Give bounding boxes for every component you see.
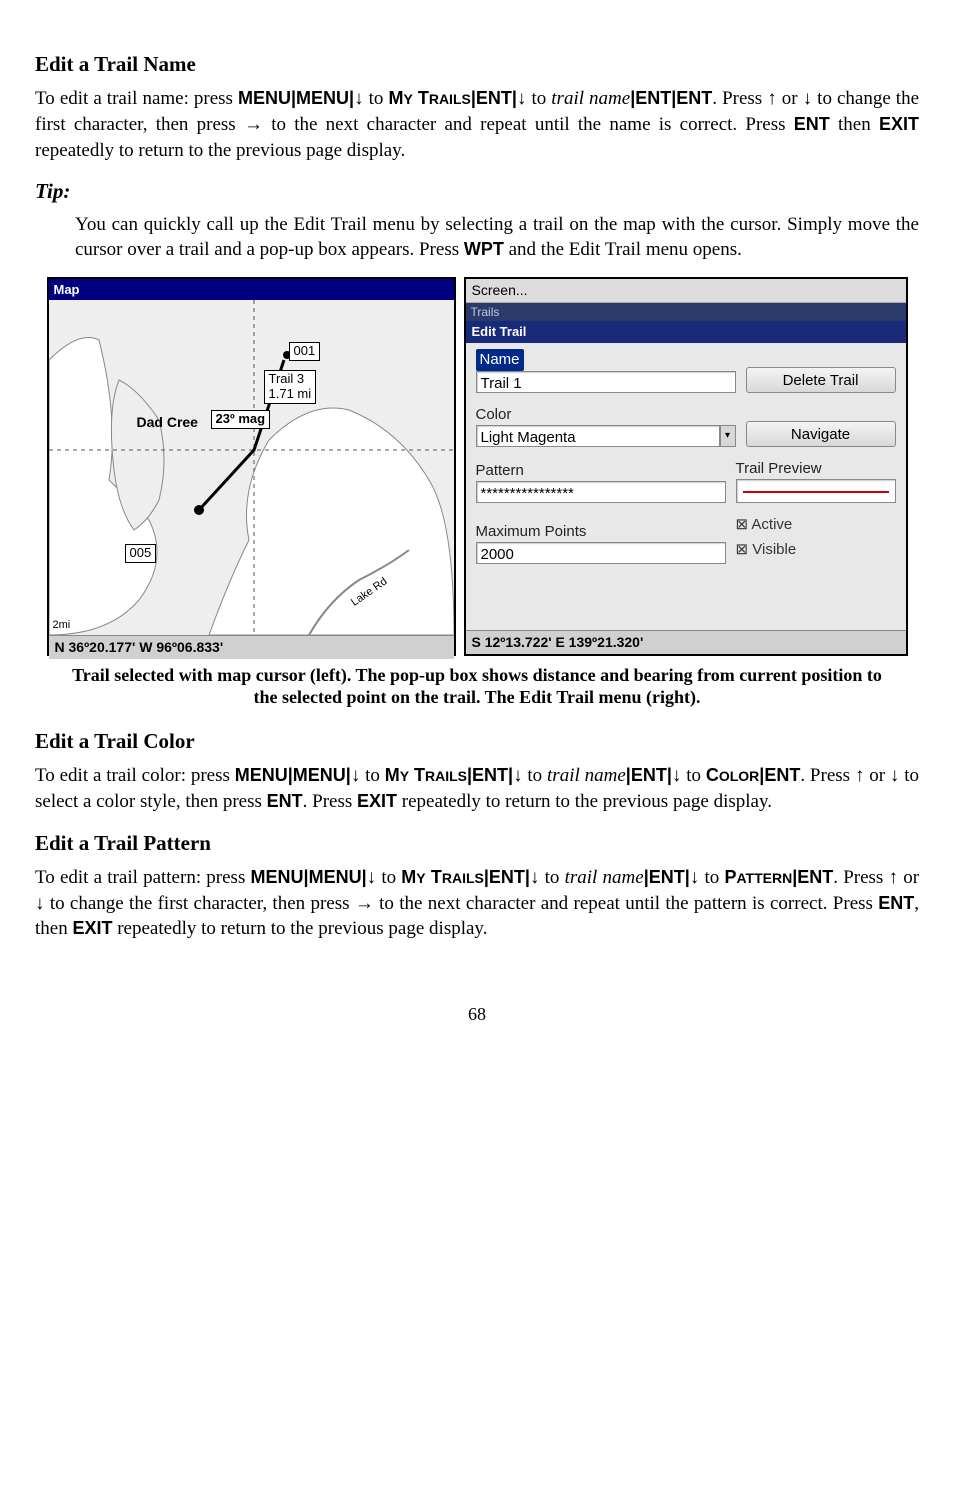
figure-edit-trail: Screen... Trails Edit Trail Name Trail 1… [464,277,908,656]
delete-trail-button[interactable]: Delete Trail [746,367,896,393]
screen-menu-item: Screen... [466,279,906,303]
map-status-bar: N 36º20.177' W 96º06.833' [49,635,454,659]
navigate-button[interactable]: Navigate [746,421,896,447]
figure-caption: Trail selected with map cursor (left). T… [65,664,889,709]
dad-creek-label: Dad Cree [137,413,198,432]
scale-label: 2mi [53,618,71,633]
chevron-down-icon[interactable]: ▾ [720,425,736,447]
trail-popup-box: Trail 3 1.71 mi [264,370,317,404]
waypoint-005-label: 005 [125,544,157,563]
trail-preview-label: Trail Preview [736,459,896,479]
heading-edit-trail-name: Edit a Trail Name [35,50,919,78]
map-svg [49,300,454,635]
page-number: 68 [35,1002,919,1026]
pattern-label: Pattern [476,461,726,481]
map-title-bar: Map [49,279,454,301]
color-label: Color [476,405,736,425]
color-select[interactable]: Light Magenta [476,425,720,447]
active-checkbox[interactable]: ⊠ Active [736,515,896,535]
figure-row: Map 001 Trail 3 1.71 mi Dad [35,277,919,656]
max-points-field[interactable]: 2000 [476,542,726,564]
heading-edit-trail-pattern: Edit a Trail Pattern [35,829,919,857]
figure-map: Map 001 Trail 3 1.71 mi Dad [47,277,456,656]
heading-edit-trail-color: Edit a Trail Color [35,727,919,755]
paragraph-tip: You can quickly call up the Edit Trail m… [75,212,919,263]
name-field[interactable]: Trail 1 [476,371,736,393]
pattern-field[interactable]: **************** [476,481,726,503]
paragraph-edit-pattern: To edit a trail pattern: press MENU|MENU… [35,865,919,942]
name-label: Name [476,349,524,371]
map-body: 001 Trail 3 1.71 mi Dad Cree 23º mag 005… [49,300,454,635]
waypoint-001-label: 001 [289,342,321,361]
bearing-label: 23º mag [211,410,271,429]
max-points-label: Maximum Points [476,522,726,542]
trails-bar: Trails [466,303,906,321]
trail-preview-box [736,479,896,503]
paragraph-edit-color: To edit a trail color: press MENU|MENU|↓… [35,763,919,814]
edit-trail-form: Name Trail 1 Delete Trail Color Light Ma… [466,343,906,582]
heading-tip: Tip: [35,177,919,205]
edit-trail-status-bar: S 12º13.722' E 139º21.320' [466,630,906,654]
visible-checkbox[interactable]: ⊠ Visible [736,540,896,560]
edit-trail-title-bar: Edit Trail [466,321,906,343]
paragraph-edit-name: To edit a trail name: press MENU|MENU|↓ … [35,86,919,163]
